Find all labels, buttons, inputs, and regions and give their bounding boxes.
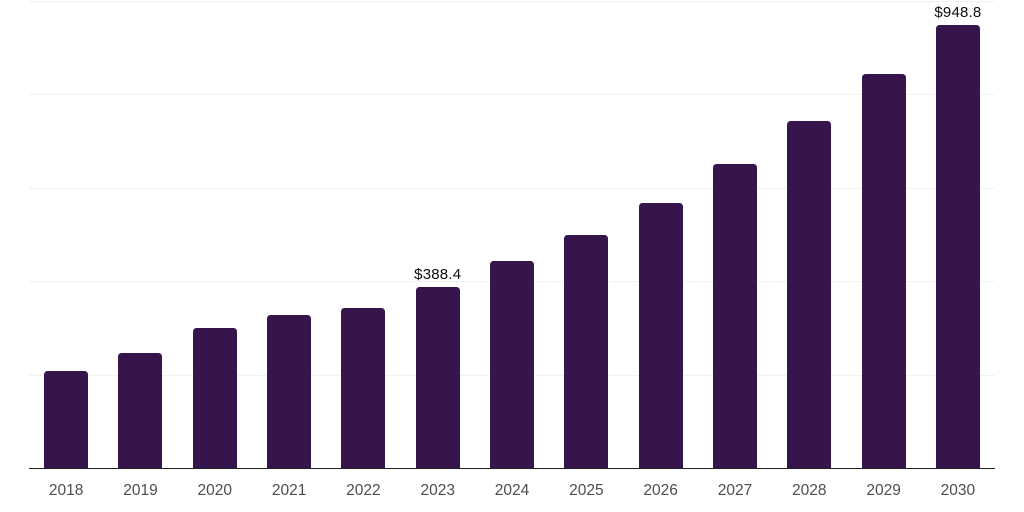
value-label-2023: $388.4	[414, 265, 462, 283]
bars-container: $388.4 $948.8	[29, 1, 995, 468]
x-tick-2026: 2026	[643, 482, 678, 499]
bar-2029	[861, 74, 906, 468]
x-tick-2020: 2020	[197, 482, 233, 499]
x-tick-2029: 2029	[866, 482, 901, 499]
bar-2026	[638, 202, 683, 468]
bar-column-2018	[29, 1, 103, 468]
x-tick-2030: 2030	[940, 482, 976, 499]
bar-2022	[341, 307, 386, 468]
bar-2023	[415, 286, 460, 468]
bar-2019	[118, 353, 163, 468]
bar-column-2028	[772, 1, 846, 468]
value-label-2030: $948.8	[934, 3, 982, 21]
bar-column-2030: $948.8	[921, 1, 995, 468]
x-axis: 2018 2019 2020 2021 2022 2023 2024 2025 2026 2027…	[29, 482, 995, 500]
bar-column-2023: $388.4	[401, 1, 475, 468]
x-tick-2024: 2024	[494, 482, 530, 499]
x-tick-2025: 2025	[569, 482, 604, 499]
gridline-800	[29, 94, 995, 96]
x-tick-2018: 2018	[48, 482, 84, 499]
bar-2024	[490, 261, 535, 468]
gridline-600	[29, 187, 995, 189]
x-tick-2019: 2019	[123, 482, 158, 499]
x-tick-2027: 2027	[717, 482, 753, 499]
bar-column-2024	[475, 1, 549, 468]
bar-2018	[44, 371, 89, 468]
bar-2020	[192, 327, 237, 468]
bar-2030	[935, 24, 980, 468]
bar-2027	[712, 164, 757, 468]
bar-column-2026	[624, 1, 698, 468]
plot-area: $388.4 $948.8	[29, 1, 995, 469]
bar-column-2020	[178, 1, 252, 468]
bar-column-2025	[549, 1, 623, 468]
x-tick-2022: 2022	[346, 482, 381, 499]
x-tick-2028: 2028	[792, 482, 827, 499]
bar-column-2027	[698, 1, 772, 468]
bar-2028	[787, 121, 832, 468]
bar-column-2021	[252, 1, 326, 468]
x-tick-2023: 2023	[420, 482, 455, 499]
bar-column-2019	[103, 1, 177, 468]
bar-column-2022	[326, 1, 400, 468]
bar-2025	[564, 234, 609, 468]
gridline-1000	[29, 1, 995, 2]
bar-2021	[267, 314, 312, 468]
x-tick-2021: 2021	[271, 482, 307, 499]
bar-column-2029	[846, 1, 920, 468]
